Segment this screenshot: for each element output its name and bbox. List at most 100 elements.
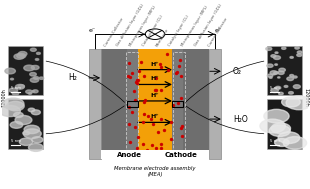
Circle shape — [23, 129, 41, 139]
Point — [153, 88, 158, 91]
Bar — [126, 52, 138, 156]
Circle shape — [12, 92, 19, 95]
Circle shape — [282, 47, 286, 49]
Point — [166, 69, 171, 72]
Bar — [173, 52, 185, 156]
Point — [176, 102, 181, 105]
Text: 12000h: 12000h — [2, 88, 7, 107]
Circle shape — [287, 77, 294, 81]
Circle shape — [278, 71, 284, 74]
Circle shape — [283, 137, 307, 149]
Circle shape — [31, 110, 40, 115]
Circle shape — [279, 68, 286, 72]
Circle shape — [30, 73, 36, 76]
Circle shape — [24, 125, 40, 134]
Circle shape — [31, 65, 39, 70]
Point — [168, 138, 173, 141]
Circle shape — [289, 91, 293, 94]
Circle shape — [279, 92, 283, 95]
Text: e⁻: e⁻ — [89, 28, 96, 33]
Text: Microporous layer (MPL): Microporous layer (MPL) — [129, 5, 157, 47]
Circle shape — [297, 54, 302, 57]
Circle shape — [274, 72, 278, 74]
Point — [128, 76, 133, 79]
Circle shape — [271, 88, 278, 93]
Circle shape — [273, 73, 275, 74]
Text: Current Collector: Current Collector — [103, 17, 124, 47]
Circle shape — [275, 52, 278, 53]
Point — [176, 64, 181, 67]
Point — [135, 135, 140, 138]
Circle shape — [269, 125, 290, 136]
Point — [126, 122, 131, 125]
Circle shape — [15, 115, 32, 125]
Text: Microporous layer (MPL): Microporous layer (MPL) — [181, 5, 210, 47]
Circle shape — [10, 122, 23, 128]
Text: H₂: H₂ — [68, 73, 77, 82]
Point — [158, 118, 163, 121]
Point — [173, 71, 178, 74]
Text: H⁺: H⁺ — [151, 76, 159, 81]
Point — [154, 76, 159, 79]
Circle shape — [19, 138, 33, 145]
Text: Membrane electrode assembly
(MEA): Membrane electrode assembly (MEA) — [114, 166, 196, 177]
Circle shape — [270, 71, 277, 75]
Point — [134, 81, 139, 84]
Circle shape — [32, 91, 35, 92]
Bar — [172, 101, 184, 107]
Circle shape — [16, 84, 24, 89]
Circle shape — [30, 48, 36, 51]
Circle shape — [33, 90, 38, 93]
Point — [169, 121, 174, 124]
Circle shape — [24, 65, 34, 71]
Point — [141, 120, 146, 123]
Point — [131, 151, 136, 154]
Circle shape — [293, 85, 300, 88]
Text: H⁺: H⁺ — [151, 114, 159, 119]
Text: Anode: Anode — [117, 152, 142, 158]
Point — [178, 126, 183, 129]
Point — [127, 140, 132, 143]
Text: Catalyst layer (CL): Catalyst layer (CL) — [168, 15, 190, 47]
Point — [159, 142, 164, 145]
Circle shape — [32, 137, 43, 143]
Point — [149, 117, 154, 120]
Point — [163, 152, 168, 155]
Circle shape — [275, 64, 277, 65]
Point — [130, 110, 135, 113]
Point — [155, 131, 160, 134]
Circle shape — [282, 97, 300, 107]
Text: Gas diffusion layer (GDL): Gas diffusion layer (GDL) — [116, 3, 145, 47]
Bar — [209, 49, 221, 160]
Point — [159, 65, 164, 68]
Circle shape — [5, 68, 16, 74]
Point — [158, 89, 163, 92]
Circle shape — [278, 77, 280, 78]
Point — [179, 134, 184, 137]
Point — [171, 154, 176, 157]
Circle shape — [33, 77, 39, 79]
Circle shape — [260, 119, 285, 133]
Point — [133, 98, 138, 101]
Circle shape — [35, 59, 39, 60]
Point — [154, 147, 159, 150]
Point — [178, 58, 183, 61]
Circle shape — [18, 52, 27, 56]
Point — [145, 148, 150, 151]
Text: Membrane: Membrane — [155, 27, 170, 47]
Circle shape — [11, 78, 14, 80]
Bar — [126, 49, 138, 160]
Text: Cathode: Cathode — [164, 152, 197, 158]
Point — [170, 103, 175, 106]
Text: Gas diffusion layer (GDL): Gas diffusion layer (GDL) — [194, 3, 224, 47]
Bar — [89, 49, 101, 160]
Point — [127, 62, 132, 65]
Circle shape — [271, 55, 276, 57]
Circle shape — [0, 105, 20, 117]
Circle shape — [28, 92, 32, 94]
Bar — [8, 99, 43, 149]
Point — [127, 106, 132, 109]
Circle shape — [275, 86, 281, 89]
Point — [164, 52, 169, 55]
Circle shape — [271, 123, 290, 134]
